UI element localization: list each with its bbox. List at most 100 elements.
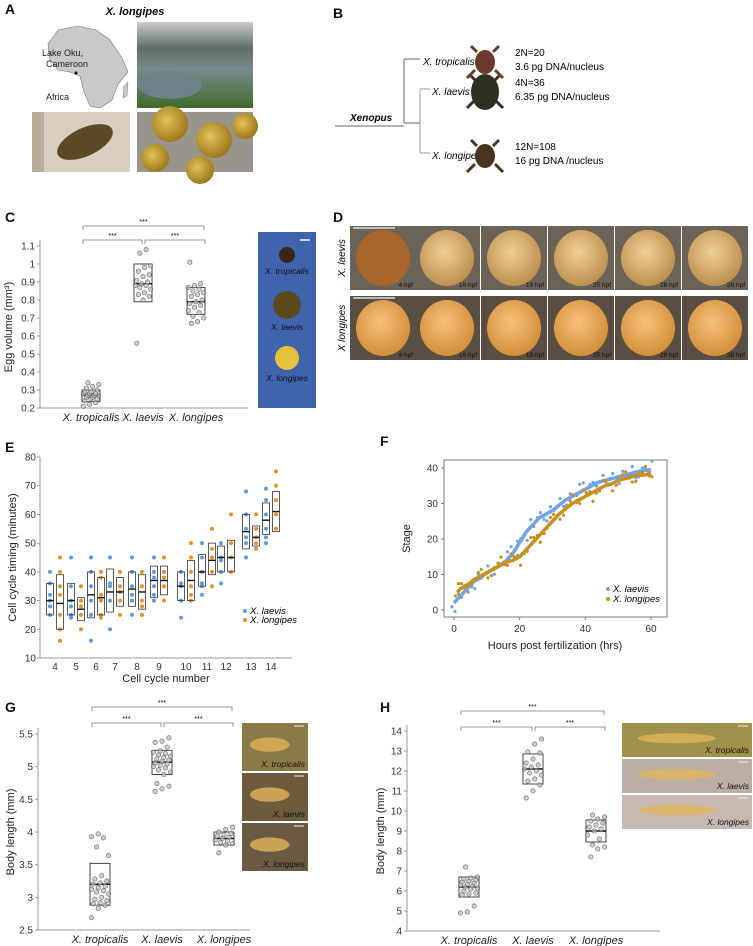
data-point-laevis <box>558 496 562 501</box>
y-tick-label: 10 <box>427 570 439 581</box>
data-point-longipes <box>140 569 144 574</box>
tadpole <box>249 737 290 752</box>
egg-image <box>273 291 301 319</box>
data-point <box>523 795 529 801</box>
box <box>106 568 114 613</box>
data-point-longipes <box>210 569 214 574</box>
data-point-longipes <box>274 512 278 517</box>
data-point <box>94 387 100 393</box>
species-ploidy: 2N=20 <box>515 48 545 59</box>
data-point-longipes <box>189 592 193 597</box>
x-tick-label: 12 <box>220 662 232 673</box>
data-point <box>185 284 191 290</box>
data-point <box>463 864 469 870</box>
data-point-laevis <box>152 575 156 580</box>
data-point <box>88 389 94 395</box>
data-point <box>473 890 479 896</box>
data-point <box>196 286 202 292</box>
y-tick-label: 30 <box>25 596 37 607</box>
data-point <box>104 878 110 884</box>
y-tick-label: 11 <box>392 787 403 798</box>
box <box>97 577 105 616</box>
significance-stars: *** <box>158 700 166 707</box>
data-point-longipes <box>254 541 258 546</box>
x-tick-label: 8 <box>134 662 140 673</box>
h-image-label: X. longipes <box>706 817 750 827</box>
frog-icon-body <box>475 50 495 74</box>
data-point <box>533 768 539 774</box>
data-point <box>188 293 194 299</box>
data-point-longipes <box>453 594 457 598</box>
data-point-longipes <box>189 555 193 560</box>
data-point-laevis <box>244 489 248 494</box>
data-point <box>466 891 472 897</box>
data-point-longipes <box>99 598 103 603</box>
data-point-longipes <box>581 488 585 492</box>
data-point <box>193 299 199 305</box>
y-tick-label: 14 <box>391 727 403 738</box>
data-point-laevis <box>509 545 513 549</box>
data-point-longipes <box>254 526 258 531</box>
x-axis-label: Hours post fertilization (hrs) <box>488 640 623 652</box>
x-tick-label: 9 <box>156 662 162 673</box>
map-label-lake: Lake Oku, <box>42 48 83 58</box>
egg <box>196 122 232 158</box>
data-point <box>230 824 236 830</box>
x-tick-label: 5 <box>73 662 79 673</box>
significance-stars: *** <box>566 720 574 727</box>
panel-label-a: A <box>5 1 15 17</box>
panel-label-g: G <box>5 699 16 715</box>
legend-label: X. laevis <box>612 584 649 595</box>
data-point-longipes <box>650 475 654 479</box>
y-tick-label: 60 <box>25 510 37 521</box>
data-point <box>94 844 100 850</box>
significance-stars: *** <box>528 704 536 711</box>
g-image-label: X. longipes <box>262 859 306 869</box>
box <box>150 565 158 599</box>
data-point <box>99 873 105 879</box>
data-point-laevis <box>264 486 268 491</box>
data-point-longipes <box>456 592 460 596</box>
data-point <box>187 259 193 265</box>
data-point <box>228 830 234 836</box>
data-point-laevis <box>492 572 496 576</box>
significance-bracket <box>91 706 233 711</box>
embryo-row-label: X longipes <box>337 305 348 353</box>
data-point-longipes <box>58 569 62 574</box>
data-point-laevis <box>453 609 457 614</box>
data-point <box>199 297 205 303</box>
data-point <box>100 835 106 841</box>
data-point <box>461 876 467 882</box>
data-point-longipes <box>79 612 83 617</box>
egg-image-label: X. tropicalis <box>264 266 310 276</box>
frog-icon <box>465 44 505 80</box>
y-tick-label: 0.3 <box>21 386 35 397</box>
data-point-longipes <box>640 470 645 475</box>
data-point-laevis <box>545 519 549 523</box>
data-point-longipes <box>189 584 193 589</box>
data-point-laevis <box>69 555 73 560</box>
y-tick-label: 5 <box>27 762 33 773</box>
box <box>208 542 216 576</box>
data-point <box>595 846 601 852</box>
significance-stars: *** <box>139 219 147 226</box>
box <box>198 554 206 587</box>
species-ploidy: 4N=36 <box>515 78 545 89</box>
data-point-longipes <box>162 555 166 560</box>
fit-line-longipes <box>455 471 652 594</box>
tree-root-label: Xenopus <box>349 113 393 124</box>
x-category-label: X. laevis <box>140 934 183 946</box>
y-tick-label: 10 <box>391 807 403 818</box>
data-point <box>156 767 162 773</box>
data-point-longipes <box>58 555 62 560</box>
data-point <box>106 891 112 897</box>
time-label: 4 hpf <box>399 352 414 359</box>
data-point <box>457 910 463 916</box>
y-tick-label: 3 <box>27 893 33 904</box>
data-point <box>80 403 86 409</box>
data-point <box>154 781 160 787</box>
data-point-laevis <box>200 555 204 560</box>
data-point <box>168 769 174 775</box>
data-point-longipes <box>162 575 166 580</box>
box <box>67 582 75 616</box>
